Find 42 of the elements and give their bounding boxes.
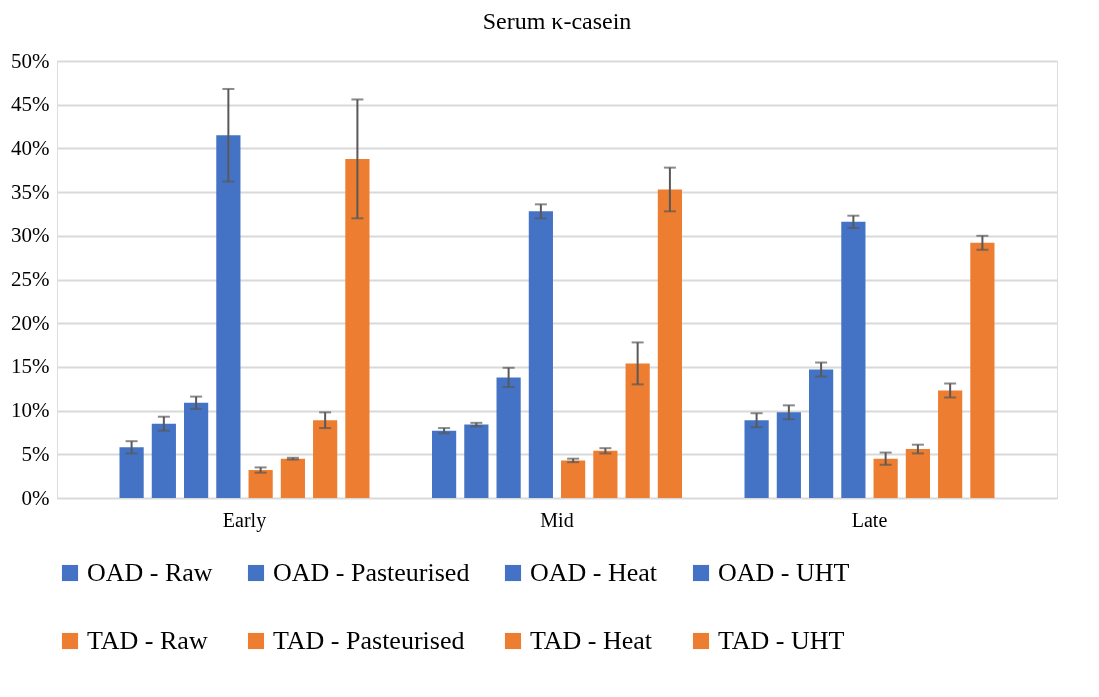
- bar: [657, 189, 682, 498]
- bar: [873, 458, 898, 498]
- legend-label: TAD - Heat: [530, 626, 653, 655]
- bar: [905, 449, 930, 498]
- legend-label: TAD - Pasteurised: [273, 626, 465, 655]
- y-tick-label: 15%: [11, 354, 50, 379]
- bar: [776, 412, 801, 498]
- legend-label: OAD - Heat: [530, 558, 658, 587]
- bar: [496, 377, 521, 498]
- chart-title: Serum κ-casein: [482, 8, 632, 34]
- bar: [119, 447, 144, 498]
- x-tick-label: Early: [222, 508, 267, 532]
- y-tick-label: 25%: [11, 267, 50, 291]
- x-tick-label: Late: [851, 508, 888, 531]
- y-tick-label: 35%: [11, 179, 50, 204]
- bar: [744, 420, 769, 498]
- bar: [280, 458, 305, 498]
- bar: [528, 211, 553, 498]
- bar: [938, 390, 963, 498]
- bar: [184, 402, 209, 498]
- bar: [841, 221, 866, 498]
- y-tick-label: 40%: [11, 135, 50, 160]
- legend-label: OAD - Pasteurised: [273, 558, 470, 587]
- bar: [216, 135, 241, 498]
- y-tick-label: 30%: [11, 223, 50, 248]
- bar: [151, 423, 176, 498]
- y-tick-label: 10%: [11, 398, 50, 423]
- legend-label: TAD - Raw: [87, 626, 208, 655]
- bar: [970, 242, 995, 498]
- y-tick-label: 20%: [11, 310, 50, 335]
- legend-label: TAD - UHT: [718, 626, 845, 655]
- y-tick-label: 5%: [21, 441, 50, 466]
- legend-label: OAD - Raw: [87, 558, 213, 587]
- legend-label: OAD - UHT: [718, 558, 850, 587]
- bar: [345, 158, 370, 498]
- bar: [313, 420, 338, 498]
- bar: [625, 363, 650, 498]
- y-tick-label: 0%: [21, 485, 50, 510]
- x-tick-label: Mid: [540, 508, 574, 531]
- bar: [809, 369, 834, 498]
- y-tick-label: 50%: [11, 48, 50, 73]
- y-tick-label: 45%: [11, 92, 50, 117]
